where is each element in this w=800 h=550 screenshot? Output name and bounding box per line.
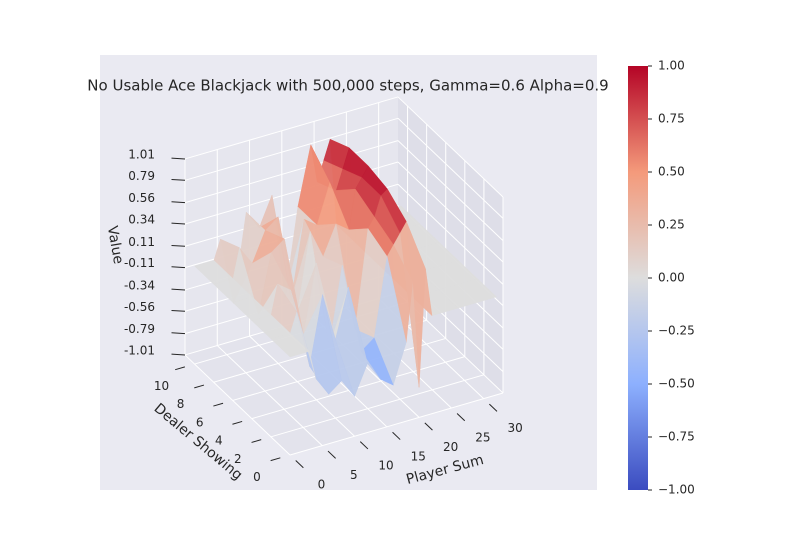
surface-patch: [270, 332, 310, 358]
tick-mark: [424, 422, 433, 431]
colorbar-tick-label: 0.25: [658, 218, 685, 232]
x-tick-label: 15: [411, 449, 426, 463]
grid-line: [184, 354, 291, 456]
colorbar-tick-label: 0.50: [658, 165, 685, 179]
z-tick-label: -0.56: [124, 300, 155, 314]
side-pane: [398, 96, 503, 393]
tick-mark: [213, 402, 224, 407]
tick-mark: [392, 431, 401, 440]
z-tick-label: 1.01: [128, 147, 155, 161]
grid-line: [216, 345, 323, 446]
z-tick-label: 0.11: [128, 235, 155, 249]
y-tick-label: 10: [154, 379, 169, 393]
colorbar-tick-label: −1.00: [658, 483, 695, 497]
tick-mark: [359, 441, 369, 450]
tick-mark: [456, 413, 466, 422]
grid-line: [397, 96, 504, 198]
colorbar: [628, 66, 648, 490]
tick-mark: [171, 353, 186, 356]
grid-line: [184, 96, 399, 160]
x-tick-label: 10: [378, 459, 393, 473]
y-tick-label: 2: [234, 452, 242, 466]
grid-line: [397, 183, 504, 285]
tick-mark: [327, 450, 336, 459]
z-axis-label: Value: [104, 225, 126, 266]
grid-line: [397, 161, 504, 263]
colorbar-tick-label: −0.50: [658, 377, 695, 391]
tick-mark: [171, 178, 186, 181]
y-tick-label: 6: [196, 415, 204, 429]
z-tick-label: -0.34: [124, 278, 155, 292]
z-tick-label: -0.79: [124, 322, 155, 336]
grid-line: [249, 335, 355, 437]
grid-line: [251, 356, 465, 420]
chart-title: No Usable Ace Blackjack with 500,000 ste…: [87, 77, 608, 95]
tick-mark: [171, 222, 186, 225]
y-tick-label: 4: [215, 434, 223, 448]
colorbar-tick-label: −0.25: [658, 324, 695, 338]
tick-mark: [232, 420, 243, 425]
tick-mark: [489, 403, 498, 412]
x-tick-label: 30: [507, 421, 522, 435]
grid-line: [289, 392, 504, 456]
z-tick-label: 0.79: [128, 169, 155, 183]
x-tick-label: 20: [443, 440, 458, 454]
tick-mark: [171, 244, 186, 247]
grid-line: [184, 140, 399, 204]
z-tick-label: 0.56: [128, 191, 155, 205]
tick-mark: [295, 460, 304, 469]
tick-mark: [171, 309, 186, 312]
x-tick-label: 25: [475, 431, 490, 445]
tick-mark: [175, 366, 186, 371]
tick-mark: [171, 201, 186, 204]
grid-line: [397, 140, 504, 242]
z-tick-label: -1.01: [124, 343, 155, 357]
x-tick-label: 0: [318, 478, 326, 492]
tick-mark: [251, 439, 262, 443]
tick-mark: [270, 457, 281, 462]
colorbar-tick-label: 0.75: [658, 112, 685, 126]
tick-mark: [171, 266, 186, 269]
tick-mark: [194, 384, 205, 389]
tick-mark: [171, 157, 186, 160]
y-tick-label: 8: [177, 397, 185, 411]
z-tick-label: 0.34: [128, 212, 155, 226]
x-tick-label: 5: [350, 468, 358, 482]
tick-mark: [171, 288, 186, 291]
grid-line: [184, 117, 399, 181]
y-tick-label: 0: [253, 470, 261, 484]
tick-mark: [171, 332, 186, 335]
z-tick-label: -0.11: [124, 256, 155, 270]
colorbar-tick-label: −0.75: [658, 430, 695, 444]
colorbar-tick-label: 0.00: [658, 271, 685, 285]
grid-line: [270, 374, 485, 438]
colorbar-tick-label: 1.00: [658, 59, 685, 73]
grid-line: [397, 117, 504, 219]
